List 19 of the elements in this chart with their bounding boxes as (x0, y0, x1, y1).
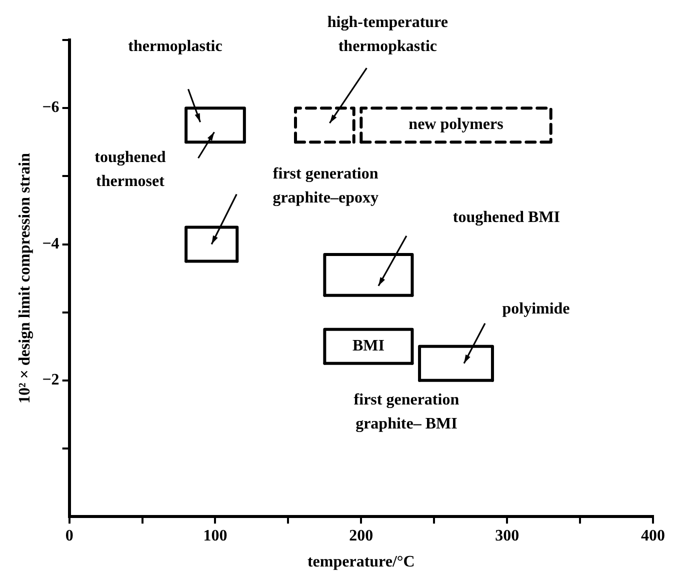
annotation: toughened thermoset (94, 149, 166, 190)
y-tick-label: −2 (42, 372, 60, 389)
annotation: first generation graphite– BMI (354, 392, 460, 433)
x-tick-label: 400 (641, 527, 665, 544)
annotation: first generation graphite–epoxy (272, 165, 378, 206)
x-tick-label: 300 (495, 527, 520, 544)
annotation: thermoplastic (128, 38, 222, 56)
annotation: polyimide (502, 300, 570, 318)
x-tick-label: 200 (349, 527, 374, 544)
x-tick-label: 0 (65, 527, 74, 544)
annotation: new polymers (408, 116, 504, 134)
y-axis-title: 10² × design limit compression strain (16, 152, 34, 404)
x-axis-title: temperature/°C (307, 554, 415, 571)
annotation: high-temperature thermopkastic (327, 14, 448, 56)
annotation: BMI (352, 338, 384, 355)
x-tick-label: 100 (203, 527, 228, 544)
y-tick-label: −4 (42, 235, 60, 252)
y-tick-label: −6 (42, 99, 60, 116)
annotation: toughened BMI (452, 209, 560, 226)
